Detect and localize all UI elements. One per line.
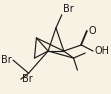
Text: Br: Br [1,55,12,65]
Text: Br: Br [22,74,33,84]
Text: OH: OH [94,46,109,56]
Text: O: O [88,26,96,36]
Text: Br: Br [63,4,74,14]
